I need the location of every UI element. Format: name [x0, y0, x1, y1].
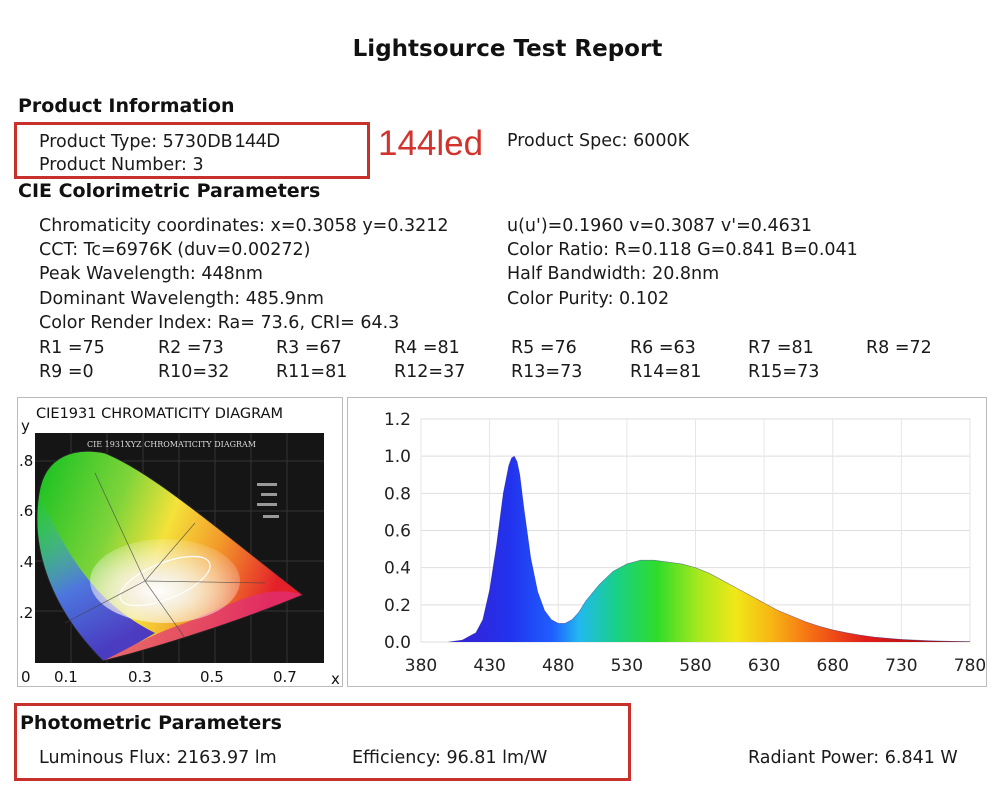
r-value: R1 =75 — [39, 338, 105, 358]
cct-value: CCT: Tc=6976K (duv=0.00272) — [39, 240, 311, 260]
cie-x-tick: 0 — [21, 668, 31, 686]
cie-x-label: x — [331, 670, 340, 688]
r-value: R14=81 — [630, 362, 702, 382]
uv-coords: u(u')=0.1960 v=0.3087 v'=0.4631 — [507, 216, 812, 236]
product-info-heading: Product Information — [18, 95, 235, 117]
y-tick-label: 1.0 — [384, 447, 411, 467]
r-value: R2 =73 — [158, 338, 224, 358]
product-number: Product Number: 3 — [39, 155, 204, 175]
y-tick-label: 0.6 — [384, 522, 411, 542]
photometric-heading: Photometric Parameters — [20, 712, 282, 734]
cie-x-tick: 0.1 — [54, 668, 78, 686]
cie-x-tick: 0.7 — [273, 668, 297, 686]
r-value: R12=37 — [394, 362, 466, 382]
x-tick-label: 580 — [679, 656, 711, 676]
x-tick-label: 630 — [748, 656, 780, 676]
r-value: R7 =81 — [748, 338, 814, 358]
r-value: R8 =72 — [866, 338, 932, 358]
color-ratio: Color Ratio: R=0.118 G=0.841 B=0.041 — [507, 240, 858, 260]
r-value: R3 =67 — [276, 338, 342, 358]
y-tick-label: 0.4 — [384, 559, 411, 579]
cie-y-tick: .6 — [19, 502, 34, 520]
cie-horseshoe-graphic: CIE 1931XYZ CHROMATICITY DIAGRAM — [35, 433, 324, 663]
x-tick-label: 780 — [954, 656, 986, 676]
efficiency: Efficiency: 96.81 lm/W — [352, 748, 548, 768]
spectrum-chart: 0.0 0.2 0.4 0.6 0.8 1.0 1.2 380 430 480 530 580 630 6… — [384, 410, 986, 676]
cie-x-tick: 0.5 — [200, 668, 224, 686]
cie-y-label: y — [21, 417, 30, 435]
r-value: R15=73 — [748, 362, 820, 382]
cie-y-tick: .4 — [19, 553, 34, 571]
r-value: R5 =76 — [511, 338, 577, 358]
x-tick-label: 480 — [542, 656, 574, 676]
r-value: R9 =0 — [39, 362, 94, 382]
product-type: Product Type: 5730DB 144D — [39, 131, 281, 152]
r-value: R6 =63 — [630, 338, 696, 358]
cie-diagram-title: CIE1931 CHROMATICITY DIAGRAM — [36, 406, 284, 422]
dominant-wavelength: Dominant Wavelength: 485.9nm — [39, 289, 324, 309]
spectrum-ticks: 0.0 0.2 0.4 0.6 0.8 1.0 1.2 380 430 480 530 580 630 6… — [384, 410, 986, 676]
report-title: Lightsource Test Report — [352, 36, 663, 62]
r-value: R4 =81 — [394, 338, 460, 358]
y-tick-label: 0.2 — [384, 596, 411, 616]
r-value: R11=81 — [276, 362, 348, 382]
y-tick-label: 0.8 — [384, 484, 411, 504]
cie-inner-title: CIE 1931XYZ CHROMATICITY DIAGRAM — [87, 440, 256, 449]
x-tick-label: 430 — [473, 656, 505, 676]
cie-params-heading: CIE Colorimetric Parameters — [18, 180, 321, 202]
product-type-overlay: 144D — [234, 131, 281, 152]
r-value: R13=73 — [511, 362, 583, 382]
r-value: R10=32 — [158, 362, 230, 382]
color-purity: Color Purity: 0.102 — [507, 289, 670, 309]
peak-wavelength: Peak Wavelength: 448nm — [39, 264, 263, 284]
spectrum-line — [448, 455, 971, 643]
y-tick-label: 1.2 — [384, 410, 411, 430]
chromaticity-coords: Chromaticity coordinates: x=0.3058 y=0.3… — [39, 216, 449, 236]
radiant-power: Radiant Power: 6.841 W — [748, 748, 958, 768]
half-bandwidth: Half Bandwidth: 20.8nm — [507, 264, 720, 284]
x-tick-label: 530 — [611, 656, 643, 676]
cie-x-tick: 0.3 — [128, 668, 152, 686]
product-spec: Product Spec: 6000K — [507, 131, 690, 151]
x-tick-label: 680 — [817, 656, 849, 676]
spectrum-area — [448, 456, 970, 642]
y-tick-label: 0.0 — [384, 633, 411, 653]
cie-chromaticity-image: CIE 1931XYZ CHROMATICITY DIAGRAM — [35, 433, 324, 663]
photometric-highlight-box — [14, 703, 631, 781]
cie-y-tick: .8 — [19, 452, 34, 470]
x-tick-label: 380 — [405, 656, 437, 676]
color-render-index: Color Render Index: Ra= 73.6, CRI= 64.3 — [39, 313, 400, 333]
product-highlight-box — [14, 122, 370, 179]
led-count-annotation: 144led — [378, 124, 484, 163]
luminous-flux: Luminous Flux: 2163.97 lm — [39, 748, 277, 768]
x-tick-label: 730 — [885, 656, 917, 676]
cie-y-tick: .2 — [19, 604, 34, 622]
